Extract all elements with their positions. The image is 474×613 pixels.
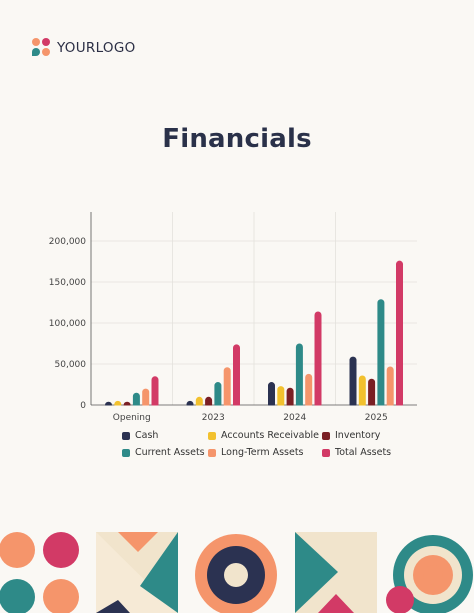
bar-accounts-receivable — [358, 375, 366, 408]
bar-long-term-assets — [223, 367, 231, 408]
deco-circle-orange-2 — [43, 579, 79, 613]
legend-swatch — [322, 431, 330, 440]
legend-label: Total Assets — [335, 447, 392, 458]
legend-item: Accounts Receivable — [208, 430, 322, 441]
legend-swatch — [322, 448, 330, 457]
bar-current-assets — [132, 392, 140, 408]
legend-item: Inventory — [322, 430, 412, 441]
bar-current-assets — [295, 343, 303, 408]
bar-inventory — [286, 387, 294, 408]
legend-item: Cash — [122, 430, 208, 441]
legend-label: Long-Term Assets — [221, 447, 304, 458]
bar-chart: 0 50,000 100,000 150,000 200,000 Opening 2023 2… — [49, 212, 418, 423]
legend-item: Current Assets — [122, 447, 208, 458]
deco-triangle-teal — [140, 532, 178, 613]
logo: YOURLOGO — [32, 38, 136, 57]
decorative-pattern — [0, 532, 473, 613]
bar-total-assets — [151, 376, 159, 408]
x-tick-label: Opening — [113, 413, 151, 423]
legend-swatch — [208, 431, 216, 440]
bar-accounts-receivable — [195, 396, 203, 408]
logo-mark-icon — [32, 38, 51, 57]
deco-triangle-pink — [318, 594, 354, 613]
bar-long-term-assets — [142, 388, 150, 408]
bar-long-term-assets — [305, 373, 313, 408]
bar-total-assets — [314, 311, 322, 408]
x-tick-label: 2024 — [283, 413, 306, 423]
deco-triangle-navy — [96, 600, 130, 613]
x-tick-label: 2023 — [202, 413, 225, 423]
bar-cash — [349, 356, 357, 408]
deco-circle-teal — [0, 579, 35, 613]
deco-triangle-orange — [118, 532, 158, 552]
logo-text: YOURLOGO — [57, 39, 136, 56]
y-tick-label: 200,000 — [49, 237, 86, 247]
legend-item: Total Assets — [322, 447, 412, 458]
bar-total-assets — [396, 260, 403, 408]
bar-inventory — [205, 396, 213, 408]
deco-circle-pink — [43, 532, 79, 568]
deco-ring-core — [423, 565, 443, 585]
bar-long-term-assets — [386, 366, 394, 408]
deco-ring-pink-dot — [386, 586, 414, 613]
y-tick-label: 100,000 — [49, 319, 86, 329]
legend-item: Long-Term Assets — [208, 447, 322, 458]
y-tick-label: 0 — [80, 401, 86, 411]
legend-swatch — [122, 448, 130, 457]
y-tick-label: 150,000 — [49, 278, 86, 288]
legend-swatch — [208, 448, 216, 457]
bar-inventory — [368, 378, 376, 408]
page-title: Financials — [162, 124, 312, 154]
axis-cover — [91, 405, 418, 410]
deco-triangle-teal-2 — [295, 532, 338, 613]
legend-label: Current Assets — [135, 447, 205, 458]
bar-cash — [268, 382, 275, 408]
chart-legend: Cash Accounts Receivable Inventory Current … — [122, 430, 422, 458]
bar-current-assets — [214, 382, 222, 408]
y-tick-label: 50,000 — [55, 360, 87, 370]
bar-current-assets — [377, 299, 385, 408]
bar-accounts-receivable — [277, 386, 285, 408]
legend-swatch — [122, 431, 130, 440]
legend-label: Accounts Receivable — [221, 430, 320, 441]
x-tick-label: 2025 — [365, 413, 388, 423]
bar-total-assets — [233, 344, 240, 408]
deco-circle-orange — [0, 532, 35, 568]
legend-label: Cash — [135, 430, 159, 441]
legend-label: Inventory — [335, 430, 381, 441]
deco-target-inner — [224, 563, 248, 587]
